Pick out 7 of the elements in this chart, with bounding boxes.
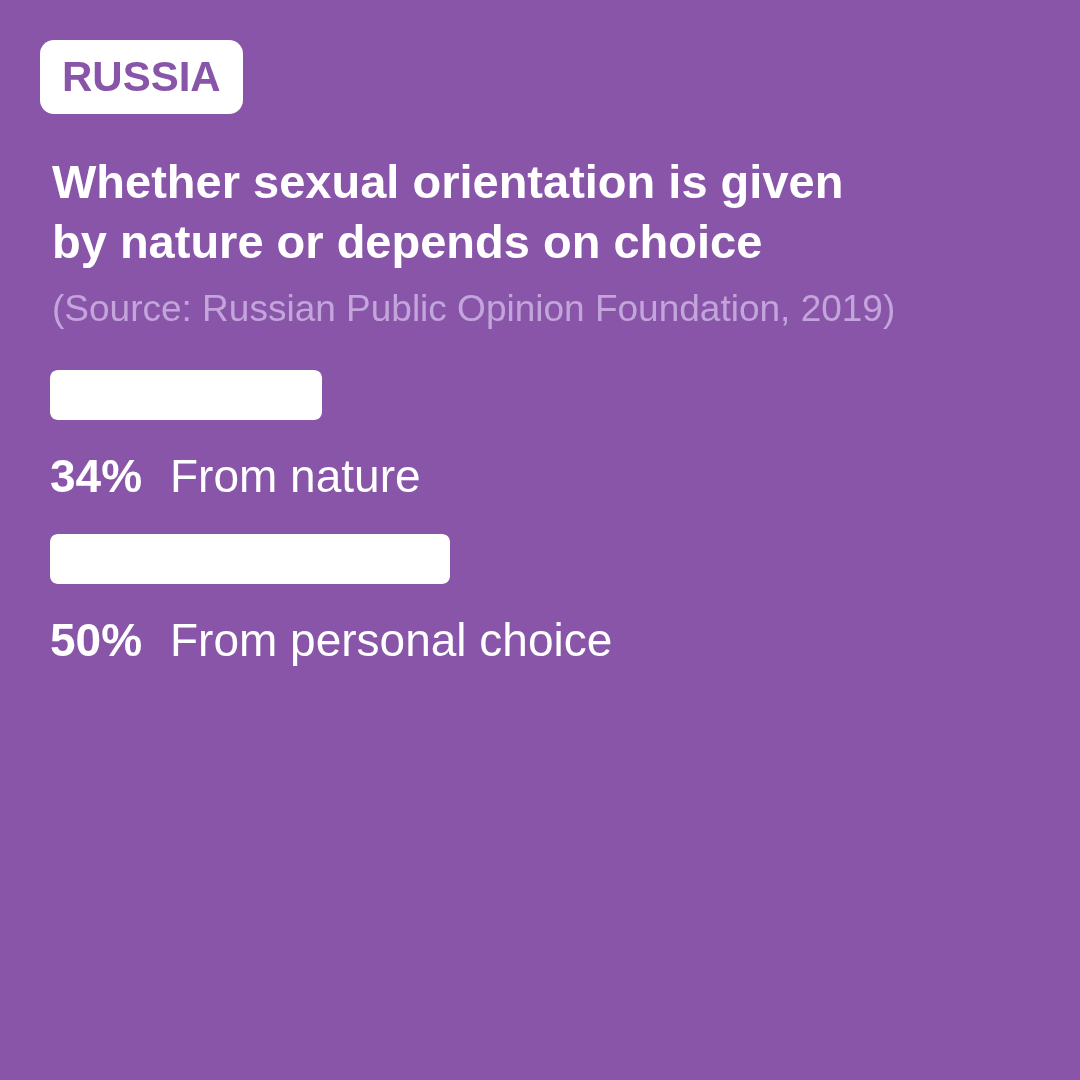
data-label: 50% (50, 614, 143, 666)
data-label: 34% (50, 450, 143, 502)
y-tick-label: From personal choice (170, 614, 613, 666)
y-tick-label: From nature (170, 450, 421, 502)
chart-subtitle: RUSSIA (40, 40, 243, 114)
text: (Source: Russian Public Opinion Foundation, 2019) (52, 287, 896, 331)
chart-title: Whether sexual orientation is given by nature or depends on choice (52, 154, 845, 270)
